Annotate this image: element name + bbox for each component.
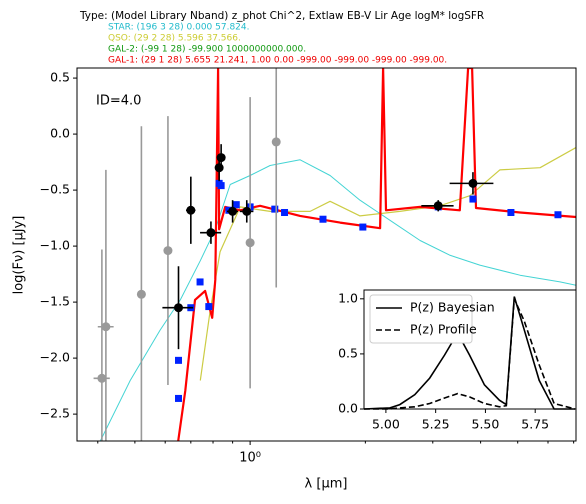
legend-label: P(z) Bayesian [410, 300, 495, 315]
data-point [206, 228, 216, 238]
legend-box [369, 294, 473, 344]
y-tick-label: −2.0 [40, 350, 70, 365]
y-tick-label: −1.0 [40, 238, 70, 253]
header-line: QSO: (29 2 28) 5.596 37.566. [108, 34, 241, 44]
data-point [242, 206, 252, 216]
data-point [214, 163, 224, 173]
x-tick-label: 5.75 [521, 417, 549, 432]
x-tick-label: 5.25 [422, 417, 450, 432]
model-point [469, 195, 477, 203]
y-tick-label: −0.5 [40, 182, 70, 197]
model-point [175, 394, 183, 402]
x-axis-label: λ [μm] [305, 477, 348, 492]
x-tick-label: 5.50 [472, 417, 500, 432]
chart-title: Type: (Model Library Nband) z_phot Chi^2… [79, 10, 484, 22]
data-point [468, 178, 478, 188]
model-point [281, 208, 289, 216]
annotation: ID=4.0 [96, 94, 141, 109]
model-point [217, 182, 225, 190]
data-point [101, 322, 111, 332]
template-line [199, 146, 576, 381]
data-point [174, 303, 184, 313]
header-line: GAL-2: (-99 1 28) -99.900 1000000000.000… [108, 45, 306, 55]
pz-line [364, 298, 576, 410]
data-point [433, 201, 443, 211]
y-tick-label: 0.0 [50, 126, 70, 141]
x-tick-label: 5.00 [372, 417, 400, 432]
model-point [319, 215, 327, 223]
data-point [136, 289, 146, 299]
y-tick-label: −2.5 [40, 406, 70, 421]
data-point [228, 206, 238, 216]
y-axis-label: log(Fν) [μJy] [12, 216, 27, 295]
data-point [216, 153, 226, 163]
header-line: STAR: (196 3 28) 0.000 57.824. [108, 23, 249, 33]
model-point [271, 205, 279, 213]
data-point [271, 137, 281, 147]
legend-label: P(z) Profile [410, 322, 477, 337]
model-point [196, 278, 204, 286]
data-point [245, 238, 255, 248]
model-point [554, 211, 562, 219]
y-tick-label: 0.5 [50, 70, 70, 85]
axes-frame [76, 67, 577, 442]
y-tick-label: 1.0 [338, 290, 358, 305]
pz-line [363, 296, 575, 410]
data-point [163, 246, 173, 256]
model-point [359, 223, 367, 231]
template-line [99, 159, 576, 441]
data-point [97, 373, 107, 383]
model-point [232, 201, 240, 209]
plot-area [93, 68, 576, 441]
y-tick-label: 0.5 [338, 345, 358, 360]
data-point [186, 205, 196, 215]
header-line: GAL-1: (29 1 28) 5.655 21.241, 1.00 0.00… [108, 56, 447, 66]
model-point [507, 208, 515, 216]
x-tick-label: 10⁰ [239, 451, 261, 466]
y-tick-label: −1.5 [40, 294, 70, 309]
model-point [205, 303, 213, 311]
model-point [175, 356, 183, 364]
y-tick-label: 0.0 [338, 401, 358, 416]
